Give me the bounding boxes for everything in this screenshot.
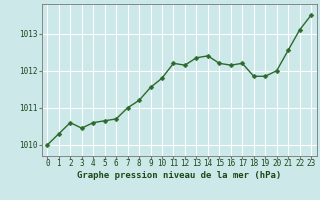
X-axis label: Graphe pression niveau de la mer (hPa): Graphe pression niveau de la mer (hPa) <box>77 171 281 180</box>
